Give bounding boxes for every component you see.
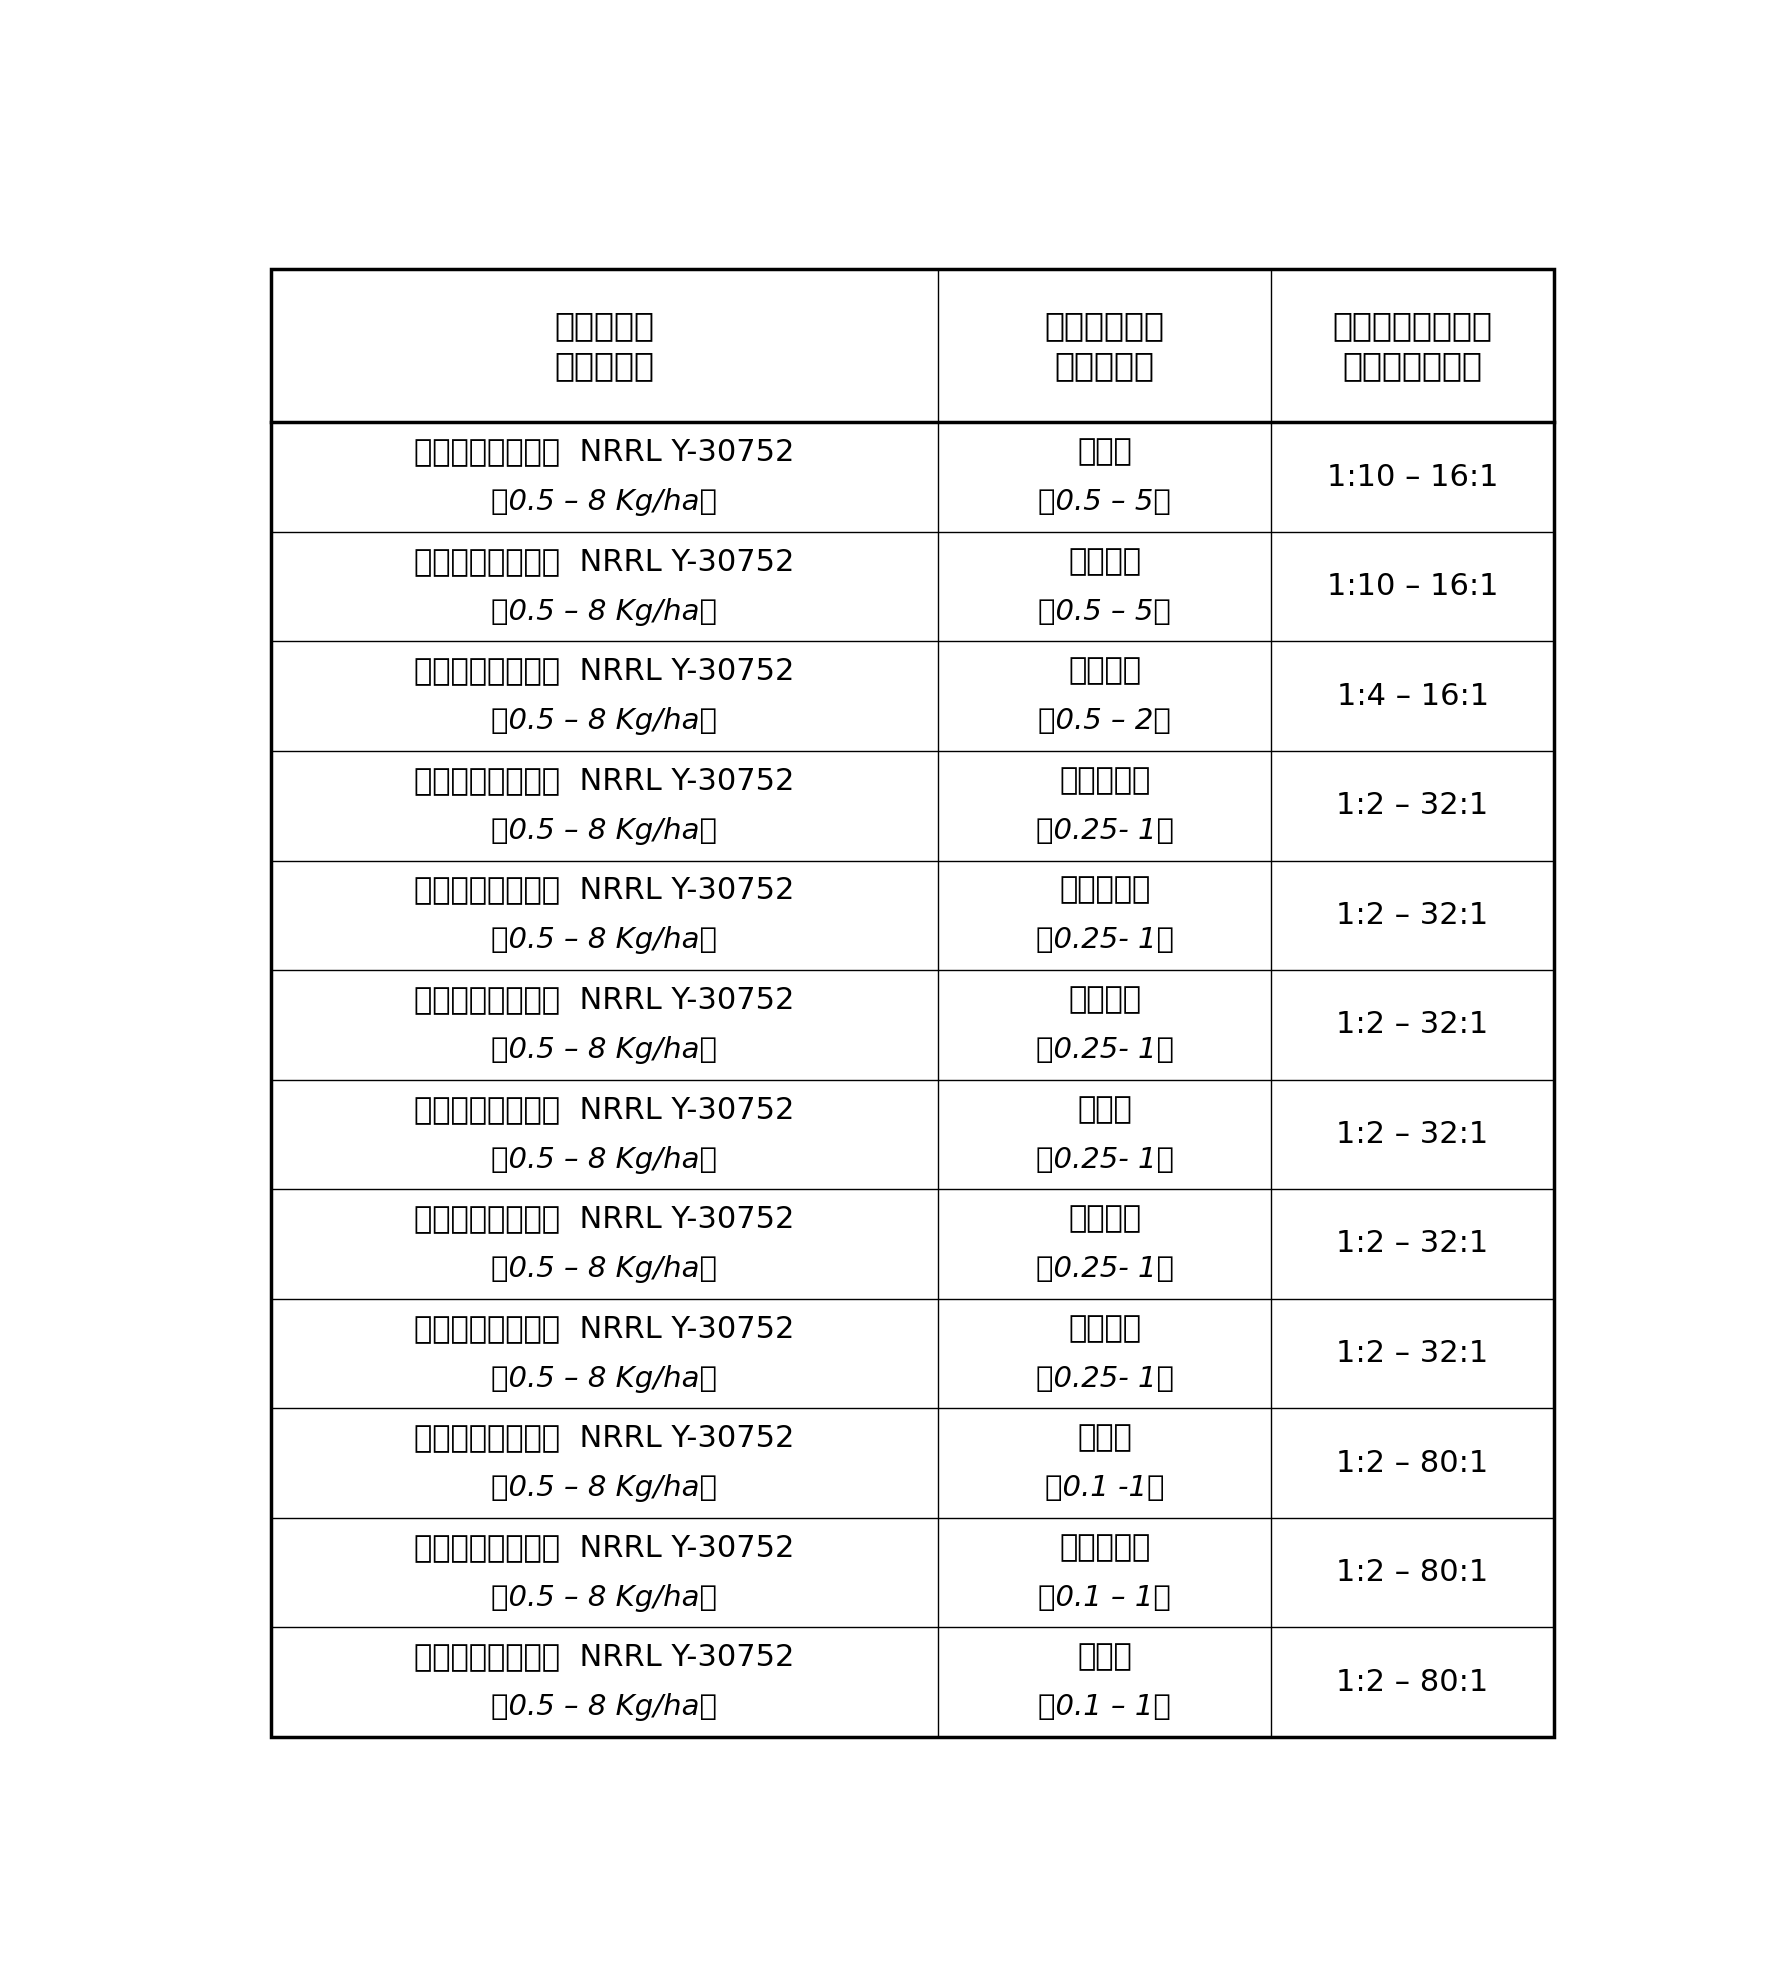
Text: （0.5 – 8 Kg/ha）: （0.5 – 8 Kg/ha）: [491, 1583, 717, 1613]
Text: 1:2 – 32:1: 1:2 – 32:1: [1337, 1339, 1488, 1368]
Text: （0.5 – 8 Kg/ha）: （0.5 – 8 Kg/ha）: [491, 1037, 717, 1064]
Text: （0.5 – 8 Kg/ha）: （0.5 – 8 Kg/ha）: [491, 1255, 717, 1283]
Text: 核果梅奇酵母菌株  NRRL Y-30752: 核果梅奇酵母菌株 NRRL Y-30752: [415, 546, 794, 576]
Text: 肯菌酯: 肯菌酯: [1077, 1642, 1132, 1672]
Text: 1:2 – 32:1: 1:2 – 32:1: [1337, 790, 1488, 820]
Text: （施用率）: （施用率）: [554, 350, 655, 381]
Text: （0.5 – 8 Kg/ha）: （0.5 – 8 Kg/ha）: [491, 1146, 717, 1174]
Text: 1:2 – 80:1: 1:2 – 80:1: [1337, 1668, 1488, 1696]
Text: （0.25- 1）: （0.25- 1）: [1036, 1364, 1173, 1392]
Text: 核果梅奇酵母菌株  NRRL Y-30752: 核果梅奇酵母菌株 NRRL Y-30752: [415, 1094, 794, 1124]
Text: 1:2 – 32:1: 1:2 – 32:1: [1337, 1120, 1488, 1148]
Text: （0.5 – 8 Kg/ha）: （0.5 – 8 Kg/ha）: [491, 1694, 717, 1722]
Text: （0.25- 1）: （0.25- 1）: [1036, 927, 1173, 955]
Text: 喹酰菌胺: 喹酰菌胺: [1068, 657, 1141, 685]
Text: 核果梅奇酵母菌株  NRRL Y-30752: 核果梅奇酵母菌株 NRRL Y-30752: [415, 1642, 794, 1672]
Text: （0.5 – 8 Kg/ha）: （0.5 – 8 Kg/ha）: [491, 489, 717, 516]
Text: （0.5 – 8 Kg/ha）: （0.5 – 8 Kg/ha）: [491, 707, 717, 735]
Text: （0.5 – 2）: （0.5 – 2）: [1038, 707, 1171, 735]
Text: 核果梅奇酵母菌株  NRRL Y-30752: 核果梅奇酵母菌株 NRRL Y-30752: [415, 1424, 794, 1452]
Text: 甲霌灵: 甲霌灵: [1077, 437, 1132, 467]
Text: 化学杀真菌剢: 化学杀真菌剢: [1045, 310, 1164, 342]
Text: 核果梅奇酵母菌株  NRRL Y-30752: 核果梅奇酵母菌株 NRRL Y-30752: [415, 1204, 794, 1233]
Text: 唩塞菌胺: 唩塞菌胺: [1068, 985, 1141, 1015]
Text: 精甲霌灵: 精甲霌灵: [1068, 546, 1141, 576]
Text: 嘎咔菌酯: 嘎咔菌酯: [1068, 1204, 1141, 1233]
Text: 1:2 – 80:1: 1:2 – 80:1: [1337, 1559, 1488, 1587]
Text: （0.5 – 8 Kg/ha）: （0.5 – 8 Kg/ha）: [491, 816, 717, 844]
Text: 唩咔醜菌酯: 唩咔醜菌酯: [1059, 1533, 1150, 1561]
Text: （0.25- 1）: （0.25- 1）: [1036, 1037, 1173, 1064]
Text: 1:2 – 80:1: 1:2 – 80:1: [1337, 1448, 1488, 1478]
Text: （施用率）: （施用率）: [1056, 350, 1155, 381]
Text: 联苯唩菌胺: 联苯唩菌胺: [1059, 876, 1150, 904]
Text: （0.5 – 8 Kg/ha）: （0.5 – 8 Kg/ha）: [491, 927, 717, 955]
Text: 生物控制剂: 生物控制剂: [554, 310, 655, 342]
Text: 1:2 – 32:1: 1:2 – 32:1: [1337, 1011, 1488, 1039]
Text: 核果梅奇酵母菌株  NRRL Y-30752: 核果梅奇酵母菌株 NRRL Y-30752: [415, 985, 794, 1015]
Text: 醜菌酯: 醜菌酯: [1077, 1424, 1132, 1452]
Text: 核果梅奇酵母菌株  NRRL Y-30752: 核果梅奇酵母菌株 NRRL Y-30752: [415, 437, 794, 467]
Text: 杀真菌剢的比例: 杀真菌剢的比例: [1342, 350, 1483, 381]
Text: 核果梅奇酵母菌株  NRRL Y-30752: 核果梅奇酵母菌株 NRRL Y-30752: [415, 1315, 794, 1343]
Text: （0.25- 1）: （0.25- 1）: [1036, 816, 1173, 844]
Text: 1:10 – 16:1: 1:10 – 16:1: [1326, 572, 1499, 602]
Text: （0.1 – 1）: （0.1 – 1）: [1038, 1694, 1171, 1722]
Text: 核果梅奇酵母菌株  NRRL Y-30752: 核果梅奇酵母菌株 NRRL Y-30752: [415, 767, 794, 794]
Text: 1:10 – 16:1: 1:10 – 16:1: [1326, 463, 1499, 493]
Text: 1:2 – 32:1: 1:2 – 32:1: [1337, 902, 1488, 929]
Text: 1:2 – 32:1: 1:2 – 32:1: [1337, 1229, 1488, 1259]
Text: 嚀菌酯: 嚀菌酯: [1077, 1094, 1132, 1124]
Text: （0.25- 1）: （0.25- 1）: [1036, 1146, 1173, 1174]
Text: （0.5 – 5）: （0.5 – 5）: [1038, 598, 1171, 626]
Text: （0.25- 1）: （0.25- 1）: [1036, 1255, 1173, 1283]
Text: 氟唩菌酰胺: 氟唩菌酰胺: [1059, 767, 1150, 794]
Text: 核果梅奇酵母菌株  NRRL Y-30752: 核果梅奇酵母菌株 NRRL Y-30752: [415, 1533, 794, 1561]
Text: （0.1 -1）: （0.1 -1）: [1045, 1474, 1164, 1501]
Text: （0.1 – 1）: （0.1 – 1）: [1038, 1583, 1171, 1613]
Text: （0.5 – 8 Kg/ha）: （0.5 – 8 Kg/ha）: [491, 1474, 717, 1501]
Text: 1:4 – 16:1: 1:4 – 16:1: [1337, 681, 1488, 711]
Text: 核果梅奇酵母菌株  NRRL Y-30752: 核果梅奇酵母菌株 NRRL Y-30752: [415, 657, 794, 685]
Text: 核果梅奇酵母菌株  NRRL Y-30752: 核果梅奇酵母菌株 NRRL Y-30752: [415, 876, 794, 904]
Text: （0.5 – 5）: （0.5 – 5）: [1038, 489, 1171, 516]
Text: （0.5 – 8 Kg/ha）: （0.5 – 8 Kg/ha）: [491, 598, 717, 626]
Text: （0.5 – 8 Kg/ha）: （0.5 – 8 Kg/ha）: [491, 1364, 717, 1392]
Text: 生物控制剢与化学: 生物控制剢与化学: [1333, 310, 1493, 342]
Text: 咊咔菌酯: 咊咔菌酯: [1068, 1315, 1141, 1343]
